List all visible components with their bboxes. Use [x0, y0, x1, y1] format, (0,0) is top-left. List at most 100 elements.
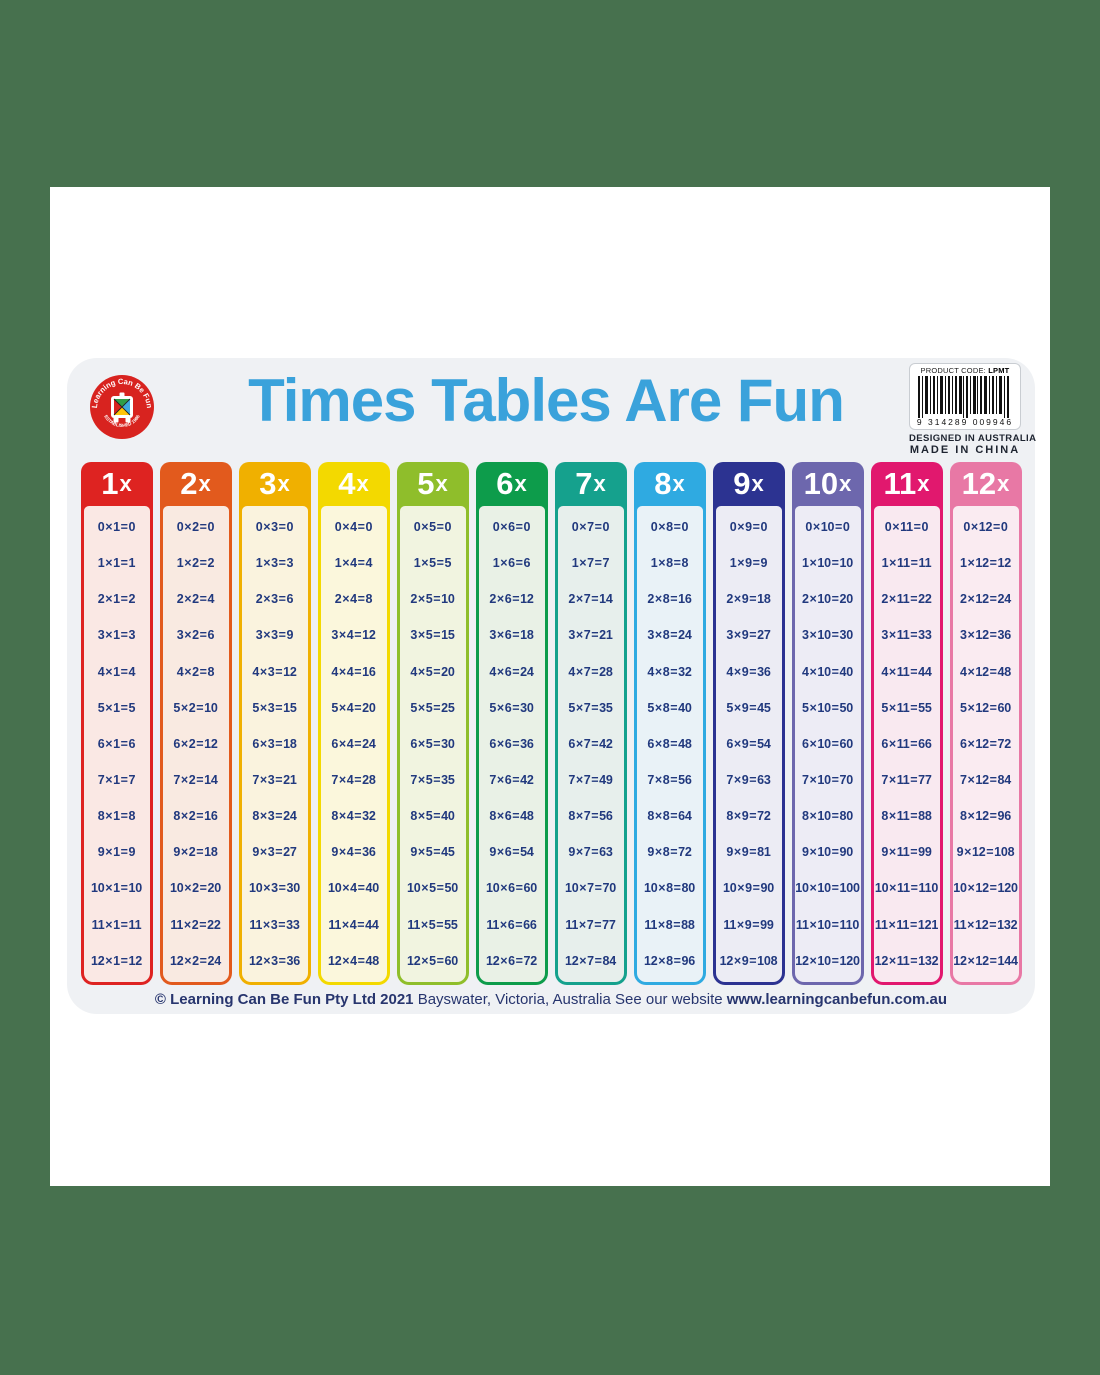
- column-body-9x: 0 × 9 = 0 1 × 9 = 9 2 × 9 = 18 3 × 9 = 27 4 …: [715, 506, 782, 982]
- equation-cell: 9 × 11 = 99: [881, 845, 932, 860]
- equation-cell: 5 × 4 = 20: [331, 700, 376, 715]
- equation-cell: 0 × 12 = 0: [963, 520, 1008, 535]
- equation-cell: 1 × 4 = 4: [334, 556, 373, 571]
- equation-cell: 7 × 10 = 70: [801, 773, 854, 788]
- equation-cell: 11 × 8 = 88: [644, 917, 695, 932]
- equation-cell: 7 × 1 = 7: [97, 773, 136, 788]
- equation-cell: 7 × 11 = 77: [881, 773, 932, 788]
- equation-cell: 6 × 4 = 24: [331, 736, 376, 751]
- equation-cell: 9 × 4 = 36: [331, 845, 376, 860]
- barcode-icon: [918, 376, 1009, 418]
- column-header-number: 7: [575, 466, 593, 501]
- equation-cell: 4 × 2 = 8: [176, 664, 215, 679]
- equation-cell: 11 × 10 = 110: [795, 917, 860, 932]
- equation-cell: 7 × 3 = 21: [252, 773, 297, 788]
- equation-cell: 6 × 7 = 42: [568, 736, 613, 751]
- equation-cell: 4 × 12 = 48: [959, 664, 1012, 679]
- equation-cell: 5 × 8 = 40: [647, 700, 692, 715]
- equation-cell: 6 × 5 = 30: [410, 736, 455, 751]
- learning-can-be-fun-logo-icon: Learning Can Be Fun ESTABLISHED 1986: [90, 375, 154, 439]
- equation-cell: 5 × 7 = 35: [568, 700, 613, 715]
- column-header-number: 12: [961, 466, 997, 501]
- equation-cell: 10 × 3 = 30: [248, 881, 301, 896]
- column-header-number: 6: [496, 466, 514, 501]
- equation-cell: 7 × 4 = 28: [331, 773, 376, 788]
- equation-cell: 10 × 10 = 100: [795, 881, 860, 896]
- equation-cell: 0 × 2 = 0: [176, 520, 215, 535]
- equation-cell: 9 × 3 = 27: [252, 845, 297, 860]
- equation-cell: 5 × 9 = 45: [726, 700, 771, 715]
- equation-cell: 3 × 12 = 36: [959, 628, 1012, 643]
- column-header-number: 9: [733, 466, 751, 501]
- designed-in-text: DESIGNED IN AUSTRALIA: [909, 433, 1037, 444]
- equation-cell: 5 × 10 = 50: [801, 700, 854, 715]
- equation-cell: 10 × 4 = 40: [327, 881, 380, 896]
- equation-cell: 1 × 9 = 9: [729, 556, 768, 571]
- equation-cell: 1 × 5 = 5: [413, 556, 452, 571]
- column-header-number: 10: [803, 466, 839, 501]
- column-header-x: x: [277, 471, 290, 496]
- equation-cell: 9 × 7 = 63: [568, 845, 613, 860]
- equation-cell: 10 × 11 = 110: [874, 881, 939, 896]
- equation-cell: 8 × 11 = 88: [881, 809, 932, 824]
- barcode-box: PRODUCT CODE: LPMT: [909, 363, 1021, 430]
- equation-cell: 1 × 1 = 1: [97, 556, 136, 571]
- equation-cell: 10 × 2 = 20: [169, 881, 222, 896]
- times-column-11x: 11 x 0 × 11 = 0 1 × 11 = 11 2 × 11 = 22 3 × 1…: [870, 462, 943, 985]
- column-body-6x: 0 × 6 = 0 1 × 6 = 6 2 × 6 = 12 3 × 6 = 18 4 …: [478, 506, 545, 982]
- column-header-number: 3: [259, 466, 277, 501]
- equation-cell: 1 × 11 = 11: [881, 556, 932, 571]
- equation-cell: 5 × 3 = 15: [252, 700, 297, 715]
- placemat-header: Learning Can Be Fun ESTABLISHED 1986: [67, 358, 1037, 462]
- equation-cell: 11 × 12 = 132: [953, 917, 1018, 932]
- equation-cell: 1 × 7 = 7: [571, 556, 610, 571]
- column-header-x: x: [672, 471, 685, 496]
- column-body-5x: 0 × 5 = 0 1 × 5 = 5 2 × 5 = 10 3 × 5 = 15 4 …: [399, 506, 466, 982]
- equation-cell: 5 × 1 = 5: [97, 700, 136, 715]
- equation-cell: 3 × 1 = 3: [97, 628, 136, 643]
- equation-cell: 12 × 5 = 60: [406, 953, 459, 968]
- equation-cell: 4 × 8 = 32: [647, 664, 692, 679]
- equation-cell: 3 × 4 = 12: [331, 628, 376, 643]
- equation-cell: 11 × 5 = 55: [407, 917, 458, 932]
- equation-cell: 9 × 8 = 72: [647, 845, 692, 860]
- product-code-value: LPMT: [988, 366, 1010, 375]
- equation-cell: 8 × 8 = 64: [647, 809, 692, 824]
- equation-cell: 6 × 11 = 66: [881, 736, 932, 751]
- equation-cell: 11 × 2 = 22: [170, 917, 221, 932]
- equation-cell: 2 × 2 = 4: [176, 592, 215, 607]
- column-body-7x: 0 × 7 = 0 1 × 7 = 7 2 × 7 = 14 3 × 7 = 21 4 …: [557, 506, 624, 982]
- made-in-text: MADE IN CHINA: [909, 444, 1021, 456]
- equation-cell: 6 × 9 = 54: [726, 736, 771, 751]
- equation-cell: 12 × 8 = 96: [643, 953, 696, 968]
- product-code-label: PRODUCT CODE:: [920, 366, 986, 375]
- photo-sheet: Learning Can Be Fun ESTABLISHED 1986: [50, 187, 1050, 1186]
- column-header-x: x: [593, 471, 606, 496]
- address-text: Bayswater, Victoria, Australia See our w…: [413, 991, 727, 1008]
- equation-cell: 4 × 7 = 28: [568, 664, 613, 679]
- equation-cell: 8 × 10 = 80: [801, 809, 854, 824]
- equation-cell: 7 × 12 = 84: [959, 773, 1012, 788]
- column-body-4x: 0 × 4 = 0 1 × 4 = 4 2 × 4 = 8 3 × 4 = 12 4 ×…: [320, 506, 387, 982]
- equation-cell: 10 × 9 = 90: [722, 881, 775, 896]
- copyright-line: © Learning Can Be Fun Pty Ltd 2021 Baysw…: [67, 991, 1035, 1008]
- equation-cell: 11 × 7 = 77: [565, 917, 616, 932]
- equation-cell: 1 × 10 = 10: [801, 556, 854, 571]
- equation-cell: 12 × 10 = 120: [795, 953, 860, 968]
- equation-cell: 10 × 5 = 50: [406, 881, 459, 896]
- column-header-x: x: [997, 471, 1010, 496]
- equation-cell: 8 × 9 = 72: [726, 809, 771, 824]
- equation-cell: 6 × 3 = 18: [252, 736, 297, 751]
- column-header-x: x: [356, 471, 369, 496]
- equation-cell: 8 × 5 = 40: [410, 809, 455, 824]
- column-header-number: 8: [654, 466, 672, 501]
- equation-cell: 11 × 11 = 121: [874, 917, 939, 932]
- equation-cell: 1 × 2 = 2: [176, 556, 215, 571]
